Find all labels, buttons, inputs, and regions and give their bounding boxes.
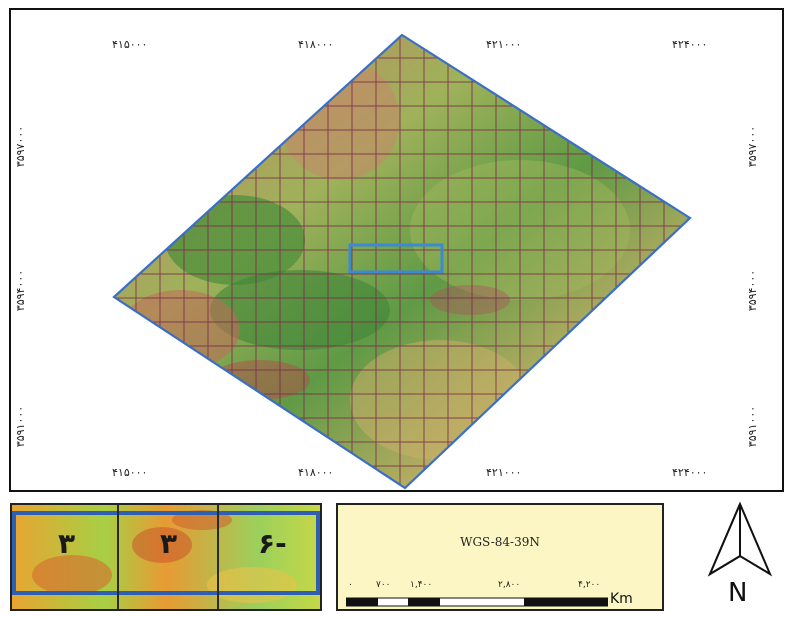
y-label-left-1: ۳۵۹۷۰۰۰	[14, 125, 28, 168]
datum-label: WGS-84-39N	[460, 535, 540, 549]
x-label-top-1: ۴۱۵۰۰۰	[112, 38, 148, 51]
map-frame	[9, 8, 784, 492]
x-label-bottom-3: ۴۲۱۰۰۰	[486, 466, 522, 479]
x-label-top-2: ۴۱۸۰۰۰	[298, 38, 334, 51]
y-label-right-2: ۳۵۹۴۰۰۰	[746, 269, 760, 312]
x-label-bottom-1: ۴۱۵۰۰۰	[112, 466, 148, 479]
north-arrow-icon	[707, 501, 773, 577]
scale-tick-1: ۷۰۰	[376, 580, 391, 590]
x-label-top-3: ۴۲۱۰۰۰	[486, 38, 522, 51]
scale-legend: WGS-84-39N ۰ ۷۰۰ ۱,۴۰۰ ۲,۸۰۰ ۴,۲۰۰ Km	[336, 503, 664, 611]
north-label: N	[728, 578, 748, 608]
y-label-right-1: ۳۵۹۷۰۰۰	[746, 125, 760, 168]
y-label-left-3: ۳۵۹۱۰۰۰	[14, 405, 28, 448]
inset-cell-value-1: ۳	[58, 527, 76, 560]
scale-tick-0: ۰	[348, 580, 353, 590]
x-label-bottom-2: ۴۱۸۰۰۰	[298, 466, 334, 479]
scale-bar	[346, 597, 608, 607]
y-label-right-3: ۳۵۹۱۰۰۰	[746, 405, 760, 448]
scale-tick-2: ۱,۴۰۰	[410, 580, 433, 590]
inset-terrain	[12, 505, 320, 609]
scale-tick-3: ۲,۸۰۰	[498, 580, 521, 590]
scale-tick-4: ۴,۲۰۰	[578, 580, 601, 590]
inset-cell-value-2: ۳	[160, 527, 178, 560]
x-label-top-4: ۴۲۴۰۰۰	[672, 38, 708, 51]
inset-cell-value-3: ۶-	[258, 527, 287, 560]
inset-map: ۳ ۳ ۶-	[10, 503, 322, 611]
scale-unit: Km	[610, 591, 633, 607]
x-label-bottom-4: ۴۲۴۰۰۰	[672, 466, 708, 479]
y-label-left-2: ۳۵۹۴۰۰۰	[14, 269, 28, 312]
